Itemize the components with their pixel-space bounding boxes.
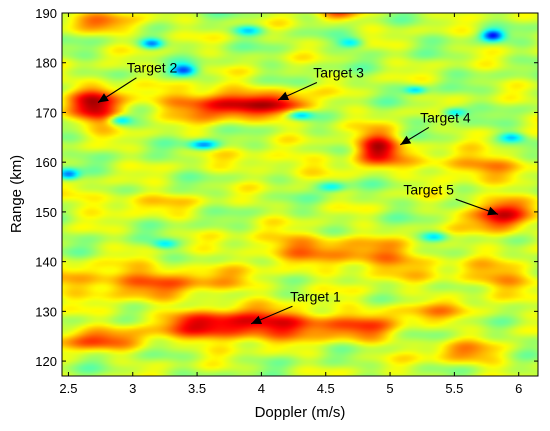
x-tick-label: 4 (258, 381, 265, 396)
y-axis-label: Range (km) (8, 155, 25, 233)
x-axis-label: Doppler (m/s) (255, 404, 346, 421)
y-tick-label: 170 (35, 105, 57, 120)
y-tick-label: 150 (35, 205, 57, 220)
y-tick-label: 140 (35, 255, 57, 270)
y-tick-label: 180 (35, 56, 57, 71)
y-tick-label: 120 (35, 354, 57, 369)
annotation-arrowhead (487, 206, 499, 216)
annotation-arrowhead (278, 91, 290, 101)
annotation-label: Target 1 (290, 288, 341, 304)
x-tick-label: 6 (515, 381, 522, 396)
annotation-label: Target 2 (127, 60, 178, 76)
x-tick-label: 3.5 (188, 381, 206, 396)
target-annotations: Target 1 Target 2 Target 3 Target 4 Target 5 (97, 60, 499, 325)
target-annotation: Target 2 (97, 60, 178, 103)
axis-ticks: 2.5 3 3.5 4 4.5 5 5.5 6 120 130 140 150 160 170 180 190 (35, 6, 538, 396)
y-tick-label: 190 (35, 6, 57, 21)
x-tick-label: 5 (386, 381, 393, 396)
annotation-label: Target 4 (420, 109, 471, 125)
x-tick-label: 5.5 (445, 381, 463, 396)
annotation-label: Target 3 (313, 65, 364, 81)
target-annotation: Target 4 (400, 109, 471, 146)
y-tick-label: 130 (35, 304, 57, 319)
x-tick-label: 3 (129, 381, 136, 396)
target-annotation: Target 3 (277, 65, 364, 101)
annotation-arrowhead (98, 93, 109, 103)
heatmap-field (62, 13, 538, 376)
target-annotation: Target 5 (403, 182, 499, 216)
x-tick-label: 2.5 (59, 381, 77, 396)
annotation-label: Target 5 (403, 182, 454, 198)
y-tick-label: 160 (35, 155, 57, 170)
plot-frame (61, 12, 539, 377)
target-annotation: Target 1 (250, 288, 341, 325)
x-tick-label: 4.5 (317, 381, 335, 396)
annotation-arrowhead (251, 315, 263, 325)
annotation-arrowhead (400, 135, 412, 145)
